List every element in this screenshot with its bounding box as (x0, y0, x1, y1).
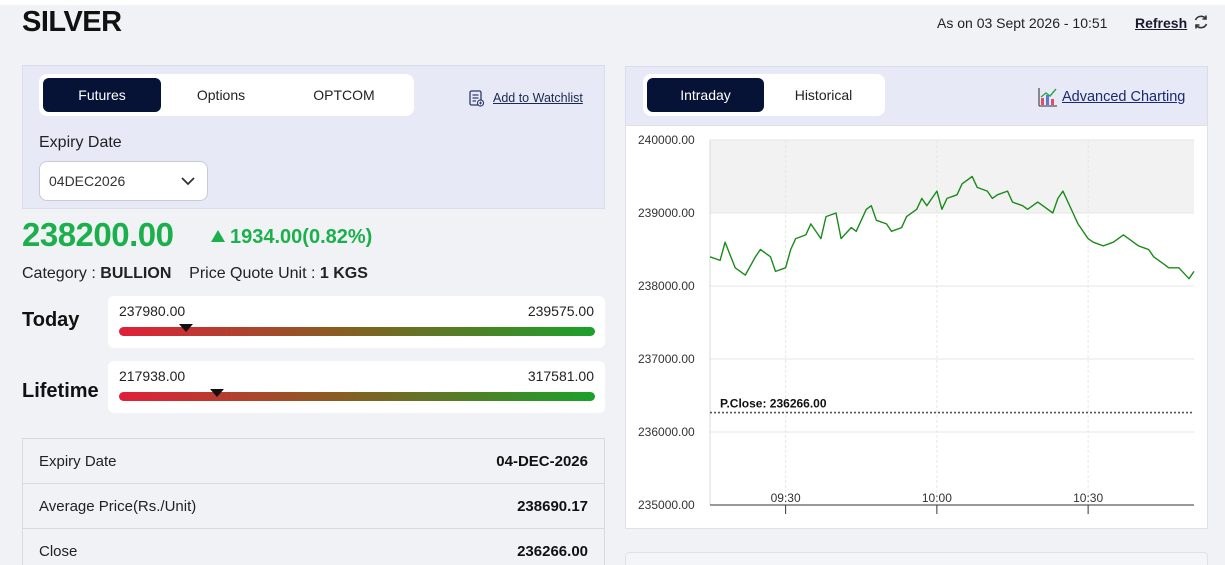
lifetime-high: 317581.00 (527, 368, 594, 384)
lifetime-range-label: Lifetime (22, 380, 99, 402)
price-change-value: 1934.00(0.82%) (230, 226, 373, 248)
price-unit-label: Price Quote Unit : (189, 265, 316, 282)
y-tick-label: 238000.00 (638, 279, 695, 293)
today-range-label: Today (22, 309, 80, 331)
today-low: 237980.00 (119, 303, 186, 319)
watchlist-icon (469, 90, 484, 107)
x-tick-label: 10:00 (922, 491, 952, 505)
y-tick-label: 235000.00 (638, 498, 695, 512)
chart-tabs: Intraday Historical (643, 74, 885, 116)
detail-key: Average Price(Rs./Unit) (39, 498, 197, 515)
intraday-chart: 240000.00 239000.00 238000.00 237000.00 2360… (625, 125, 1208, 529)
lifetime-range-bar (119, 392, 595, 401)
previous-close-label: P.Close: 236266.00 (720, 397, 827, 411)
contract-details-table: Expiry Date 04-DEC-2026 Average Price(Rs… (22, 438, 605, 565)
x-tick-label: 10:30 (1073, 491, 1103, 505)
detail-value: 238690.17 (517, 498, 588, 515)
contract-panel: Futures Options OPTCOM Add to Watchlist … (22, 65, 605, 209)
lifetime-range: 217938.00 317581.00 (108, 361, 605, 413)
chart-upper-band (710, 140, 1194, 213)
contract-tabs: Futures Options OPTCOM (39, 74, 414, 116)
x-tick-label: 09:30 (771, 491, 801, 505)
lifetime-low: 217938.00 (119, 368, 186, 384)
expiry-date-label: Expiry Date (39, 134, 122, 151)
next-section-card (625, 552, 1208, 565)
up-arrow-icon (211, 230, 225, 242)
y-tick-label: 239000.00 (638, 206, 695, 220)
tab-options[interactable]: Options (196, 87, 246, 103)
table-row: Expiry Date 04-DEC-2026 (23, 439, 604, 484)
y-tick-label: 236000.00 (638, 425, 695, 439)
last-price: 238200.00 (22, 216, 174, 253)
refresh-button[interactable]: Refresh (1135, 15, 1188, 31)
chevron-down-icon (181, 177, 195, 186)
table-row: Close 236266.00 (23, 529, 604, 565)
tab-optcom[interactable]: OPTCOM (313, 87, 375, 103)
price-series-line (709, 175, 1195, 280)
chart-icon (1038, 88, 1057, 107)
advanced-charting-label: Advanced Charting (1062, 89, 1186, 105)
tab-intraday[interactable]: Intraday (647, 78, 764, 112)
expiry-selected-value: 04DEC2026 (49, 173, 126, 189)
refresh-icon[interactable] (1193, 14, 1209, 30)
y-tick-label: 237000.00 (638, 352, 695, 366)
today-price-marker (178, 324, 193, 332)
expiry-date-select[interactable]: 04DEC2026 (39, 161, 208, 201)
table-row: Average Price(Rs./Unit) 238690.17 (23, 484, 604, 529)
tab-historical[interactable]: Historical (794, 87, 853, 103)
category-label: Category : (22, 265, 96, 282)
category-value: BULLION (100, 265, 172, 282)
contract-meta: Category : BULLION Price Quote Unit : 1 … (22, 265, 368, 283)
watchlist-label: Add to Watchlist (493, 91, 583, 105)
today-range: 237980.00 239575.00 (108, 296, 605, 348)
detail-key: Expiry Date (39, 453, 117, 470)
as-on-timestamp: As on 03 Sept 2026 - 10:51 (937, 15, 1108, 31)
price-change: 1934.00(0.82%) (211, 226, 372, 249)
today-high: 239575.00 (527, 303, 594, 319)
intraday-chart-svg: 240000.00 239000.00 238000.00 237000.00 2360… (638, 133, 1195, 514)
detail-key: Close (39, 543, 78, 560)
detail-value: 04-DEC-2026 (496, 453, 588, 470)
detail-value: 236266.00 (517, 543, 588, 560)
lifetime-price-marker (209, 389, 224, 397)
today-range-bar (119, 327, 595, 336)
top-strip (0, 0, 1225, 5)
tab-futures[interactable]: Futures (43, 78, 161, 112)
chart-panel-header: Intraday Historical Advanced Charting (625, 66, 1208, 125)
y-tick-label: 240000.00 (638, 133, 695, 147)
price-unit-value: 1 KGS (319, 265, 368, 282)
page-title: SILVER (22, 6, 122, 38)
